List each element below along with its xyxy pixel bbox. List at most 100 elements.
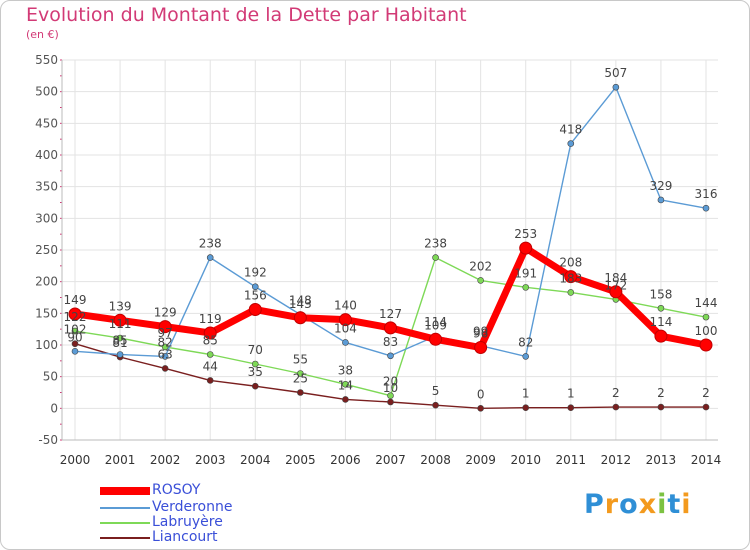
data-point bbox=[654, 329, 668, 343]
data-point bbox=[657, 403, 665, 411]
data-label: 96 bbox=[473, 327, 488, 341]
legend-label-labruyere: Labruyère bbox=[152, 514, 223, 530]
logo-letter: P bbox=[584, 489, 605, 520]
data-point bbox=[297, 389, 304, 396]
data-label: 202 bbox=[469, 259, 492, 273]
data-label: 2 bbox=[657, 386, 665, 400]
data-point bbox=[203, 326, 217, 340]
data-label: 148 bbox=[289, 294, 312, 308]
data-label: 0 bbox=[477, 387, 485, 401]
data-point bbox=[522, 404, 530, 412]
data-label: 114 bbox=[649, 315, 672, 329]
data-label: 44 bbox=[203, 359, 218, 373]
legend-swatch-rosoy bbox=[100, 487, 150, 495]
legend-label-liancourt: Liancourt bbox=[152, 529, 218, 545]
data-label: 119 bbox=[199, 312, 222, 326]
x-tick-label: 2001 bbox=[105, 453, 136, 467]
data-point bbox=[251, 283, 259, 291]
data-label: 35 bbox=[248, 365, 263, 379]
data-point bbox=[702, 204, 710, 212]
data-point bbox=[206, 254, 214, 261]
data-point bbox=[519, 241, 533, 255]
logo-letter: i bbox=[681, 489, 692, 520]
data-label: 20 bbox=[383, 375, 398, 389]
data-label: 5 bbox=[432, 384, 440, 398]
x-tick-label: 2004 bbox=[240, 453, 271, 467]
data-label: 99 bbox=[473, 325, 488, 339]
y-tick-label: 450 bbox=[35, 116, 58, 130]
x-tick-label: 2008 bbox=[420, 453, 451, 467]
x-tick-label: 2010 bbox=[510, 453, 541, 467]
data-point bbox=[612, 83, 620, 91]
data-label: 63 bbox=[158, 347, 173, 361]
data-label: 85 bbox=[203, 334, 218, 348]
data-label: 158 bbox=[649, 287, 672, 301]
data-label: 82 bbox=[158, 335, 173, 349]
data-label: 329 bbox=[649, 179, 672, 193]
data-point bbox=[609, 285, 623, 299]
y-tick-label: 250 bbox=[35, 243, 58, 257]
data-label: 507 bbox=[604, 66, 627, 80]
data-point bbox=[251, 360, 259, 368]
x-tick-label: 2005 bbox=[285, 453, 316, 467]
y-tick-label: 400 bbox=[35, 148, 58, 162]
data-point bbox=[567, 140, 575, 147]
data-label: 192 bbox=[244, 266, 267, 280]
logo-letter: x bbox=[638, 489, 658, 520]
data-label: 183 bbox=[559, 271, 582, 285]
y-tick-label: -50 bbox=[38, 433, 58, 447]
data-point bbox=[342, 396, 349, 403]
logo-letter: r bbox=[604, 489, 620, 520]
x-tick-label: 2007 bbox=[375, 453, 406, 467]
logo-letter: t bbox=[667, 489, 682, 520]
data-label: 2 bbox=[702, 386, 710, 400]
data-point bbox=[474, 341, 488, 355]
data-point bbox=[71, 327, 79, 335]
data-label: 127 bbox=[379, 307, 402, 321]
data-label: 102 bbox=[64, 323, 87, 337]
data-point bbox=[71, 348, 79, 355]
data-point bbox=[567, 404, 575, 412]
data-point bbox=[477, 277, 484, 284]
y-tick-label: 150 bbox=[35, 306, 58, 320]
data-point bbox=[161, 365, 169, 372]
data-point bbox=[657, 196, 665, 204]
y-tick-label: 0 bbox=[50, 401, 58, 415]
data-label: 83 bbox=[383, 335, 398, 349]
data-point bbox=[432, 254, 439, 261]
y-tick-label: 300 bbox=[35, 211, 58, 225]
data-label: 208 bbox=[559, 256, 582, 270]
data-label: 156 bbox=[244, 289, 267, 303]
data-label: 25 bbox=[293, 372, 308, 386]
chart-title: Evolution du Montant de la Dette par Hab… bbox=[26, 4, 467, 26]
data-point bbox=[384, 321, 397, 335]
data-label: 149 bbox=[64, 293, 87, 307]
data-point bbox=[429, 332, 443, 346]
data-label: 111 bbox=[109, 317, 132, 331]
data-label: 90 bbox=[67, 330, 82, 344]
y-tick-label: 50 bbox=[43, 370, 58, 384]
data-point bbox=[564, 270, 578, 284]
x-tick-label: 2003 bbox=[195, 453, 226, 467]
data-point bbox=[158, 320, 172, 334]
data-point bbox=[293, 311, 307, 325]
x-tick-label: 2014 bbox=[691, 453, 722, 467]
data-label: 2 bbox=[612, 386, 620, 400]
data-point bbox=[342, 380, 349, 388]
data-point bbox=[297, 370, 304, 377]
data-point bbox=[612, 403, 620, 411]
data-label: 55 bbox=[293, 353, 308, 367]
data-label: 184 bbox=[604, 271, 627, 285]
data-label: 82 bbox=[518, 335, 533, 349]
data-point bbox=[702, 313, 710, 321]
data-point bbox=[342, 339, 349, 346]
data-label: 143 bbox=[289, 297, 312, 311]
legend-label-rosoy: ROSOY bbox=[152, 482, 201, 498]
data-label: 144 bbox=[695, 296, 718, 310]
data-label: 114 bbox=[424, 315, 447, 329]
data-label: 38 bbox=[338, 363, 353, 377]
legend-label-verderonne: Verderonne bbox=[152, 499, 233, 515]
data-label: 70 bbox=[248, 343, 263, 357]
data-point bbox=[702, 403, 710, 411]
